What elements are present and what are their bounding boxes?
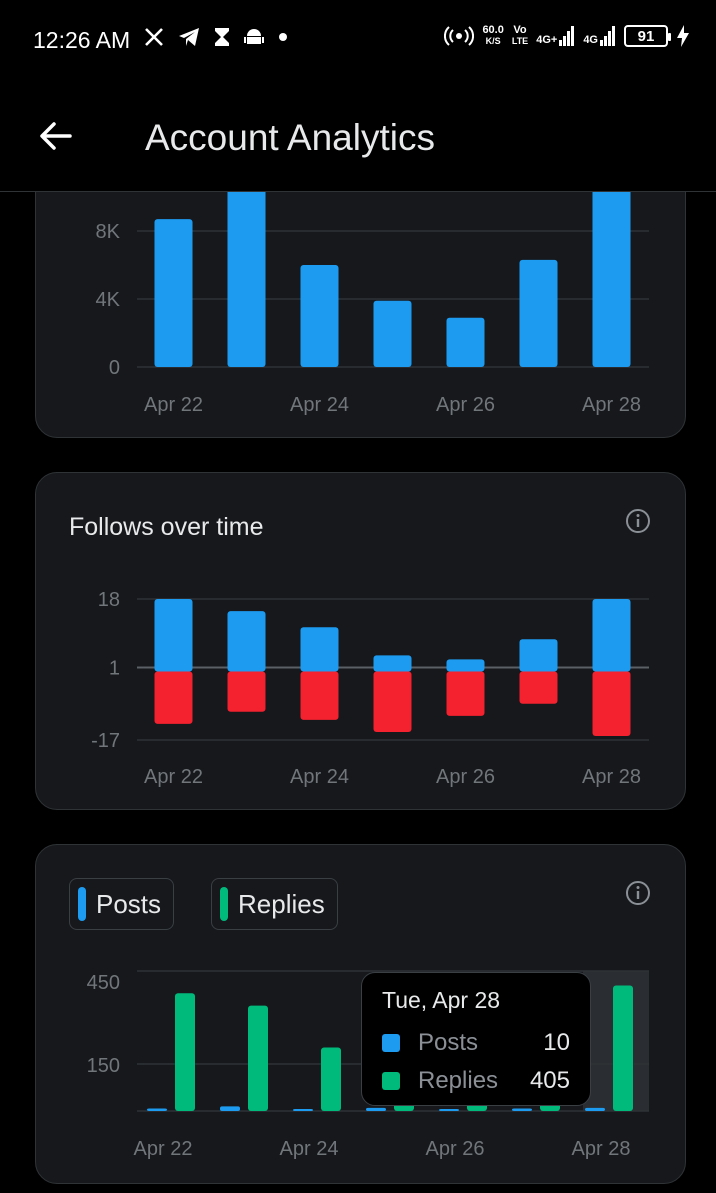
replies-bar — [321, 1047, 341, 1111]
follow-bar — [373, 655, 412, 672]
replies-bar — [175, 993, 195, 1111]
info-icon[interactable] — [625, 880, 651, 906]
arrow-left-icon — [40, 122, 72, 150]
unfollow-bar — [373, 671, 412, 732]
signal-bars-icon — [600, 26, 615, 46]
posts-bar — [147, 1108, 167, 1111]
follow-bar — [592, 599, 631, 672]
tooltip-label: Posts — [418, 1029, 479, 1056]
posts-replies-card: Posts Replies 450 150 Apr 22 Apr 24 Apr 26 Ap… — [35, 844, 686, 1184]
bar — [154, 219, 193, 367]
notification-icons — [144, 27, 288, 47]
signal-bars-icon — [559, 26, 575, 46]
volte-indicator: Vo LTE — [511, 24, 529, 47]
bar — [446, 317, 485, 367]
x-tick-label: Apr 22 — [134, 1138, 193, 1160]
hotspot-icon — [444, 26, 475, 46]
bar — [519, 259, 558, 367]
follow-bar — [446, 659, 485, 672]
x-tick-label: Apr 28 — [582, 394, 641, 416]
legend-label: Replies — [238, 888, 325, 919]
unfollow-bar — [592, 671, 631, 736]
info-icon[interactable] — [625, 508, 651, 534]
x-tick-label: Apr 24 — [280, 1138, 339, 1160]
legend-chip-posts[interactable]: Posts — [69, 878, 175, 930]
unfollow-bar — [446, 671, 485, 716]
hourglass-icon — [215, 28, 229, 46]
posts-bar — [439, 1109, 459, 1111]
unfollow-bar — [154, 671, 193, 724]
tooltip-date: Tue, Apr 28 — [382, 987, 501, 1013]
follow-bar — [227, 611, 266, 672]
follow-bar — [154, 599, 193, 672]
posts-bar — [366, 1107, 386, 1111]
bar — [300, 265, 339, 367]
legend-chip-replies[interactable]: Replies — [211, 878, 338, 930]
y-tick-label: 450 — [87, 972, 120, 994]
battery-indicator: 91 — [624, 25, 671, 47]
impressions-chart: 0 4K 8K Apr 22 Apr 24 Apr 26 Apr 28 — [96, 180, 649, 416]
net-speed: 60.0 K/S — [482, 24, 504, 47]
x-tick-label: Apr 26 — [426, 1138, 485, 1160]
android-icon — [244, 29, 264, 44]
tooltip-value: 405 — [529, 1067, 570, 1094]
x-tick-label: Apr 22 — [144, 394, 203, 416]
status-time: 12:26 AM — [33, 27, 131, 53]
bar — [592, 180, 631, 367]
charging-icon — [677, 25, 689, 47]
unfollow-bar — [227, 671, 266, 712]
app-header: Account Analytics — [0, 80, 716, 192]
follows-chart: 18 1 -17 Apr 22 Apr 24 Apr 26 Apr 28 — [91, 589, 649, 788]
tooltip-row-replies: Replies 405 — [382, 1062, 570, 1100]
signal-1: 4G+ — [536, 26, 575, 46]
legend-label: Posts — [96, 888, 162, 919]
chart-tooltip: Tue, Apr 28 Posts 10 Replies 405 — [361, 972, 591, 1106]
x-icon — [145, 28, 163, 46]
bar — [227, 180, 266, 367]
y-tick-label: 4K — [96, 289, 121, 311]
y-tick-label: 8K — [96, 221, 121, 243]
x-tick-label: Apr 28 — [572, 1138, 631, 1160]
x-tick-label: Apr 26 — [436, 766, 495, 788]
follows-card: Follows over time 18 1 -17 Apr 22 Apr 24 Apr … — [35, 472, 686, 810]
tooltip-label: Replies — [418, 1067, 499, 1094]
posts-bar — [220, 1106, 240, 1111]
unfollow-bar — [300, 671, 339, 720]
posts-bar — [585, 1107, 605, 1111]
tooltip-row-posts: Posts 10 — [382, 1024, 570, 1062]
x-tick-label: Apr 22 — [144, 766, 203, 788]
posts-replies-chart: 450 150 Apr 22 Apr 24 Apr 26 Apr 28 — [87, 970, 649, 1160]
replies-swatch — [382, 1072, 400, 1090]
status-bar: 12:26 AM 60.0 K/S Vo LTE 4G+ 4G 91 — [0, 0, 716, 80]
telegram-icon — [179, 28, 199, 46]
posts-bar — [512, 1108, 532, 1111]
dot-icon — [279, 33, 287, 41]
page-title: Account Analytics — [145, 117, 435, 158]
follow-bar — [300, 627, 339, 672]
posts-bar — [293, 1109, 313, 1111]
replies-swatch — [220, 887, 228, 921]
y-tick-label: 1 — [109, 657, 120, 679]
card-title: Follows over time — [69, 513, 264, 541]
back-button[interactable] — [36, 116, 76, 156]
bar — [373, 300, 412, 367]
y-tick-label: 150 — [87, 1055, 120, 1077]
system-status: 60.0 K/S Vo LTE 4G+ 4G 91 — [444, 24, 690, 48]
replies-bar — [248, 1005, 268, 1111]
posts-swatch — [382, 1034, 400, 1052]
x-tick-label: Apr 24 — [290, 394, 349, 416]
x-tick-label: Apr 28 — [582, 766, 641, 788]
y-tick-label: 18 — [98, 589, 120, 611]
y-tick-label: 0 — [109, 357, 120, 379]
replies-bar — [613, 985, 633, 1111]
x-tick-label: Apr 24 — [290, 766, 349, 788]
y-tick-label: -17 — [91, 730, 120, 752]
x-tick-label: Apr 26 — [436, 394, 495, 416]
signal-2: 4G — [583, 26, 616, 46]
tooltip-value: 10 — [543, 1029, 570, 1056]
posts-swatch — [78, 887, 86, 921]
unfollow-bar — [519, 671, 558, 704]
follow-bar — [519, 639, 558, 672]
